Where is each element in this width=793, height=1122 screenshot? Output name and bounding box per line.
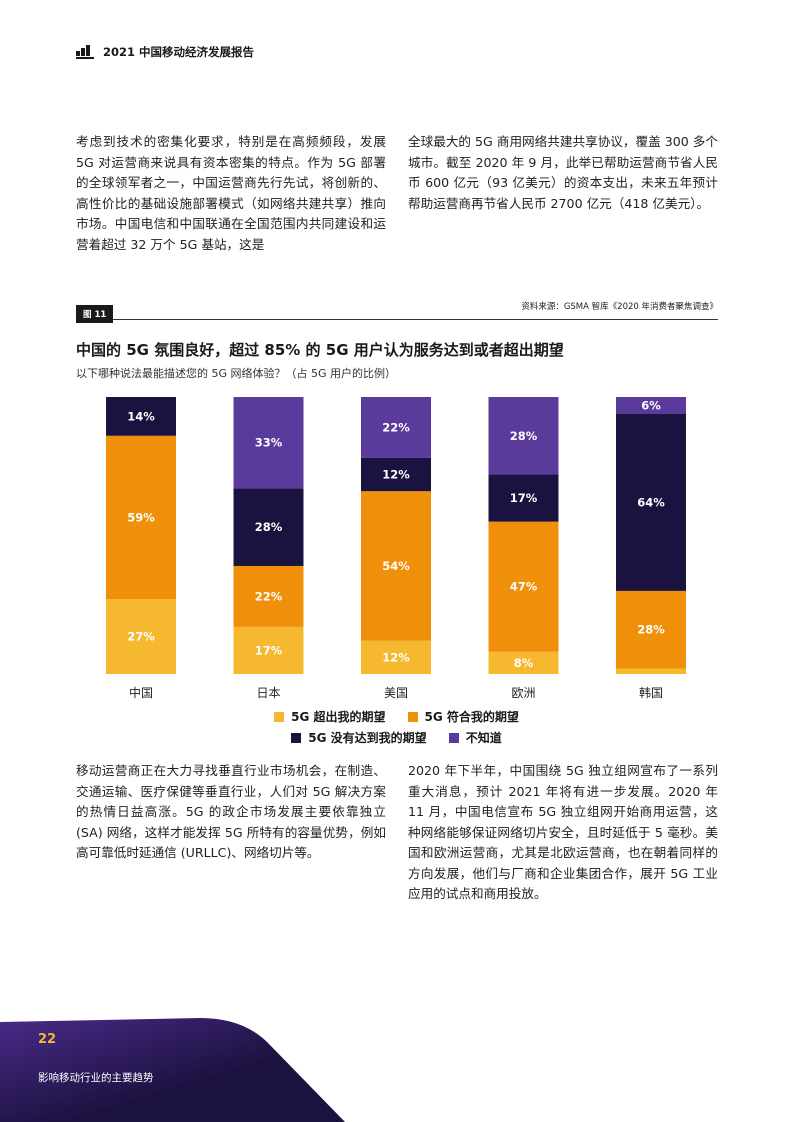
legend-swatch-exceeded	[274, 711, 285, 722]
figure-divider	[76, 319, 718, 320]
data-label-usa-unknown: 22%	[382, 420, 410, 434]
category-label-usa: 美国	[384, 686, 408, 700]
data-label-usa-exceeded: 12%	[382, 650, 410, 664]
bar-japan-unknown	[233, 397, 304, 489]
bar-usa-exceeded	[361, 640, 431, 674]
legend-row-1: 5G 超出我的期望 5G 符合我的期望	[0, 708, 793, 725]
paragraph-bottom-left: 移动运营商正在大力寻找垂直行业市场机会，在制造、交通运输、医疗保健等垂直行业，人…	[76, 763, 386, 860]
paragraph-bottom-right: 2020 年下半年，中国围绕 5G 独立组网宣布了一系列重大消息，预计 2021…	[408, 763, 718, 901]
legend-item-met: 5G 符合我的期望	[407, 708, 519, 725]
data-label-usa-not-met: 12%	[382, 468, 410, 482]
gsma-logo-icon	[76, 45, 94, 59]
bar-usa-not-met	[361, 457, 431, 492]
bar-japan-met	[233, 565, 304, 627]
legend-row-2: 5G 没有达到我的期望 不知道	[0, 729, 793, 746]
legend-label-exceeded: 5G 超出我的期望	[291, 710, 386, 724]
data-label-usa-met: 54%	[382, 559, 410, 573]
legend-item-not-met: 5G 没有达到我的期望	[291, 729, 427, 746]
data-label-japan-met: 22%	[255, 589, 283, 603]
legend-item-unknown: 不知道	[448, 729, 502, 746]
chart-subtitle: 以下哪种说法最能描述您的 5G 网络体验？（占 5G 用户的比例）	[76, 367, 397, 380]
data-label-korea-unknown: 6%	[641, 398, 661, 412]
data-label-europe-unknown: 28%	[510, 429, 538, 443]
data-label-japan-unknown: 33%	[255, 436, 283, 450]
category-label-china: 中国	[129, 685, 153, 700]
data-label-china-met: 59%	[127, 510, 155, 524]
figure-source: 资料来源：GSMA 智库《2020 年消费者聚焦调查》	[521, 302, 718, 312]
bar-usa-met	[361, 491, 431, 641]
legend-swatch-not-met	[291, 732, 302, 743]
legend-item-exceeded: 5G 超出我的期望	[274, 708, 386, 725]
report-header: 2021 中国移动经济发展报告	[76, 44, 254, 60]
data-label-europe-exceeded: 8%	[514, 656, 534, 670]
bar-korea-met	[616, 590, 686, 669]
category-label-europe: 欧洲	[511, 686, 535, 700]
stacked-bar-chart: 27% 59% 14% 中国 17% 22% 28% 33% 日本 12% 54% 12% 22% 美国 8…	[106, 397, 686, 700]
footer-section-title: 影响移动行业的主要趋势	[38, 1072, 154, 1084]
chart-title: 中国的 5G 氛围良好，超过 85% 的 5G 用户认为服务达到或者超出期望	[76, 341, 564, 359]
bar-europe-exceeded	[488, 651, 559, 674]
bar-china-met	[106, 435, 176, 600]
bar-china-exceeded	[106, 599, 176, 674]
bar-europe-not-met	[488, 474, 559, 522]
data-label-korea-not-met: 64%	[637, 495, 665, 509]
data-label-china-not-met: 14%	[127, 409, 155, 423]
bar-japan-not-met	[233, 488, 304, 566]
data-label-china-exceeded: 27%	[127, 630, 155, 644]
bar-korea-unknown	[616, 397, 686, 414]
data-label-japan-not-met: 28%	[255, 520, 283, 534]
data-label-europe-not-met: 17%	[510, 491, 538, 505]
bar-korea-not-met	[616, 413, 686, 591]
legend-label-not-met: 5G 没有达到我的期望	[308, 731, 427, 745]
data-label-japan-exceeded: 17%	[255, 643, 283, 657]
bar-japan-exceeded	[233, 626, 304, 674]
bar-europe-unknown	[488, 397, 559, 475]
bar-china-not-met	[106, 397, 176, 436]
category-label-korea: 韩国	[639, 685, 663, 700]
legend-label-met: 5G 符合我的期望	[424, 710, 519, 724]
page-number: 22	[38, 1032, 57, 1047]
legend-swatch-met	[407, 711, 418, 722]
legend-label-unknown: 不知道	[465, 731, 502, 745]
bar-europe-met	[488, 521, 559, 652]
bar-usa-unknown	[361, 397, 431, 458]
paragraph-top-right: 全球最大的 5G 商用网络共建共享协议，覆盖 300 多个城市。截至 2020 …	[408, 134, 718, 211]
data-label-korea-met: 28%	[637, 623, 665, 637]
bar-korea-exceeded	[616, 668, 686, 674]
figure-label: 图 11	[76, 305, 114, 323]
paragraph-top-left: 考虑到技术的密集化要求，特别是在高频频段，发展 5G 对运营商来说具有资本密集的…	[76, 134, 386, 252]
report-title: 2021 中国移动经济发展报告	[103, 45, 255, 59]
legend-swatch-unknown	[448, 732, 459, 743]
category-label-japan: 日本	[256, 686, 280, 700]
data-label-europe-met: 47%	[510, 580, 538, 594]
